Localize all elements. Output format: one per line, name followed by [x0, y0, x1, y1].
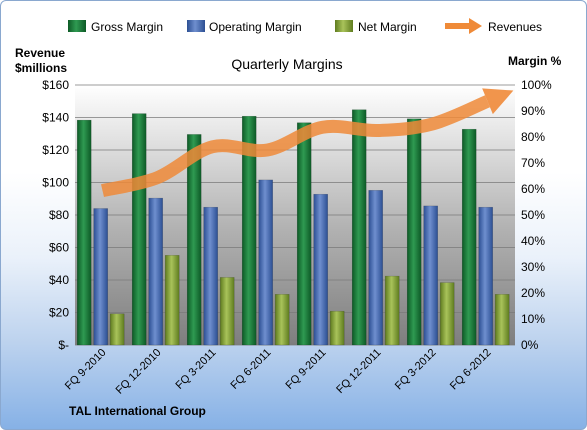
right-tick-label: 20%: [521, 286, 545, 300]
legend-label-net-margin: Net Margin: [358, 20, 417, 34]
x-tick-label: FQ 3-2011: [174, 347, 219, 392]
bar-gross-margin: [186, 134, 202, 346]
legend-swatch-gross-margin: [68, 20, 86, 32]
x-tick-label: FQ 6-2011: [229, 347, 274, 392]
x-axis-ticks: FQ 9-2010 FQ 12-2010 FQ 3-2011 FQ 6-2011 FQ …: [63, 347, 494, 397]
bar-net-margin: [384, 275, 400, 346]
left-axis-label-line2: $millions: [15, 61, 67, 75]
legend-swatch-revenues: [445, 18, 482, 34]
x-tick-label: FQ 12-2011: [334, 347, 383, 396]
revenue-line: [101, 95, 491, 197]
legend-swatch-operating-margin: [187, 20, 205, 32]
legend-label-gross-margin: Gross Margin: [91, 20, 163, 34]
right-tick-label: 60%: [521, 182, 545, 196]
x-tick-label: FQ 12-2010: [114, 347, 164, 397]
bar-operating-margin: [423, 205, 438, 346]
bar-operating-margin: [313, 193, 328, 346]
x-tick-label: FQ 6-2012: [448, 347, 494, 393]
bar-net-margin: [494, 294, 510, 346]
right-tick-label: 0%: [521, 338, 539, 352]
bar-operating-margin: [93, 208, 108, 346]
left-tick-label: $160: [42, 78, 69, 92]
left-tick-label: $60: [49, 241, 69, 255]
left-tick-label: $40: [49, 273, 69, 287]
x-tick-label: FQ 9-2010: [63, 347, 109, 393]
bar-gross-margin: [241, 115, 257, 346]
revenue-arrowhead: [482, 88, 514, 115]
bar-gross-margin: [76, 119, 92, 346]
left-tick-label: $-: [58, 338, 69, 352]
left-tick-label: $100: [42, 176, 69, 190]
legend-label-revenues: Revenues: [488, 20, 542, 34]
right-tick-label: 100%: [521, 78, 552, 92]
right-tick-label: 10%: [521, 312, 545, 326]
legend: Gross Margin Operating Margin Net Margin…: [68, 18, 542, 34]
gridlines: [75, 84, 515, 346]
x-tick-label: FQ 9-2011: [284, 347, 329, 392]
bar-net-margin: [329, 310, 345, 346]
bar-operating-margin: [148, 197, 163, 346]
bar-operating-margin: [258, 179, 273, 346]
bar-gross-margin: [296, 122, 312, 346]
footer-company-name: TAL International Group: [69, 404, 206, 418]
bar-gross-margin: [406, 118, 422, 346]
right-tick-label: 70%: [521, 156, 545, 170]
bar-gross-margin: [351, 109, 367, 346]
left-axis-ticks: $- $20 $40 $60 $80 $100 $120 $140 $160: [42, 78, 69, 352]
right-tick-label: 40%: [521, 234, 545, 248]
revenue-line-group: [101, 88, 514, 197]
bar-net-margin: [164, 255, 180, 346]
right-axis-ticks: 0% 10% 20% 30% 40% 50% 60% 70% 80% 90% 100%: [521, 78, 552, 352]
legend-label-operating-margin: Operating Margin: [209, 20, 302, 34]
bar-operating-margin: [478, 206, 493, 346]
left-axis-label-line1: Revenue: [15, 46, 65, 60]
bar-net-margin: [109, 313, 125, 346]
left-tick-label: $140: [42, 111, 69, 125]
bars-group: [76, 109, 510, 346]
bar-gross-margin: [461, 128, 477, 346]
legend-swatch-net-margin: [335, 20, 353, 32]
right-tick-label: 90%: [521, 104, 545, 118]
left-tick-label: $80: [49, 208, 69, 222]
bar-net-margin: [219, 277, 235, 346]
left-tick-label: $120: [42, 143, 69, 157]
left-tick-label: $20: [49, 306, 69, 320]
bar-net-margin: [439, 282, 455, 346]
bar-operating-margin: [368, 190, 383, 346]
right-tick-label: 30%: [521, 260, 545, 274]
bar-operating-margin: [203, 206, 218, 346]
right-axis-label: Margin %: [508, 54, 562, 68]
x-tick-label: FQ 3-2012: [393, 347, 439, 393]
right-tick-label: 50%: [521, 208, 545, 222]
bar-net-margin: [274, 294, 290, 346]
chart-title: Quarterly Margins: [231, 56, 342, 72]
bar-gross-margin: [131, 113, 147, 346]
right-tick-label: 80%: [521, 130, 545, 144]
